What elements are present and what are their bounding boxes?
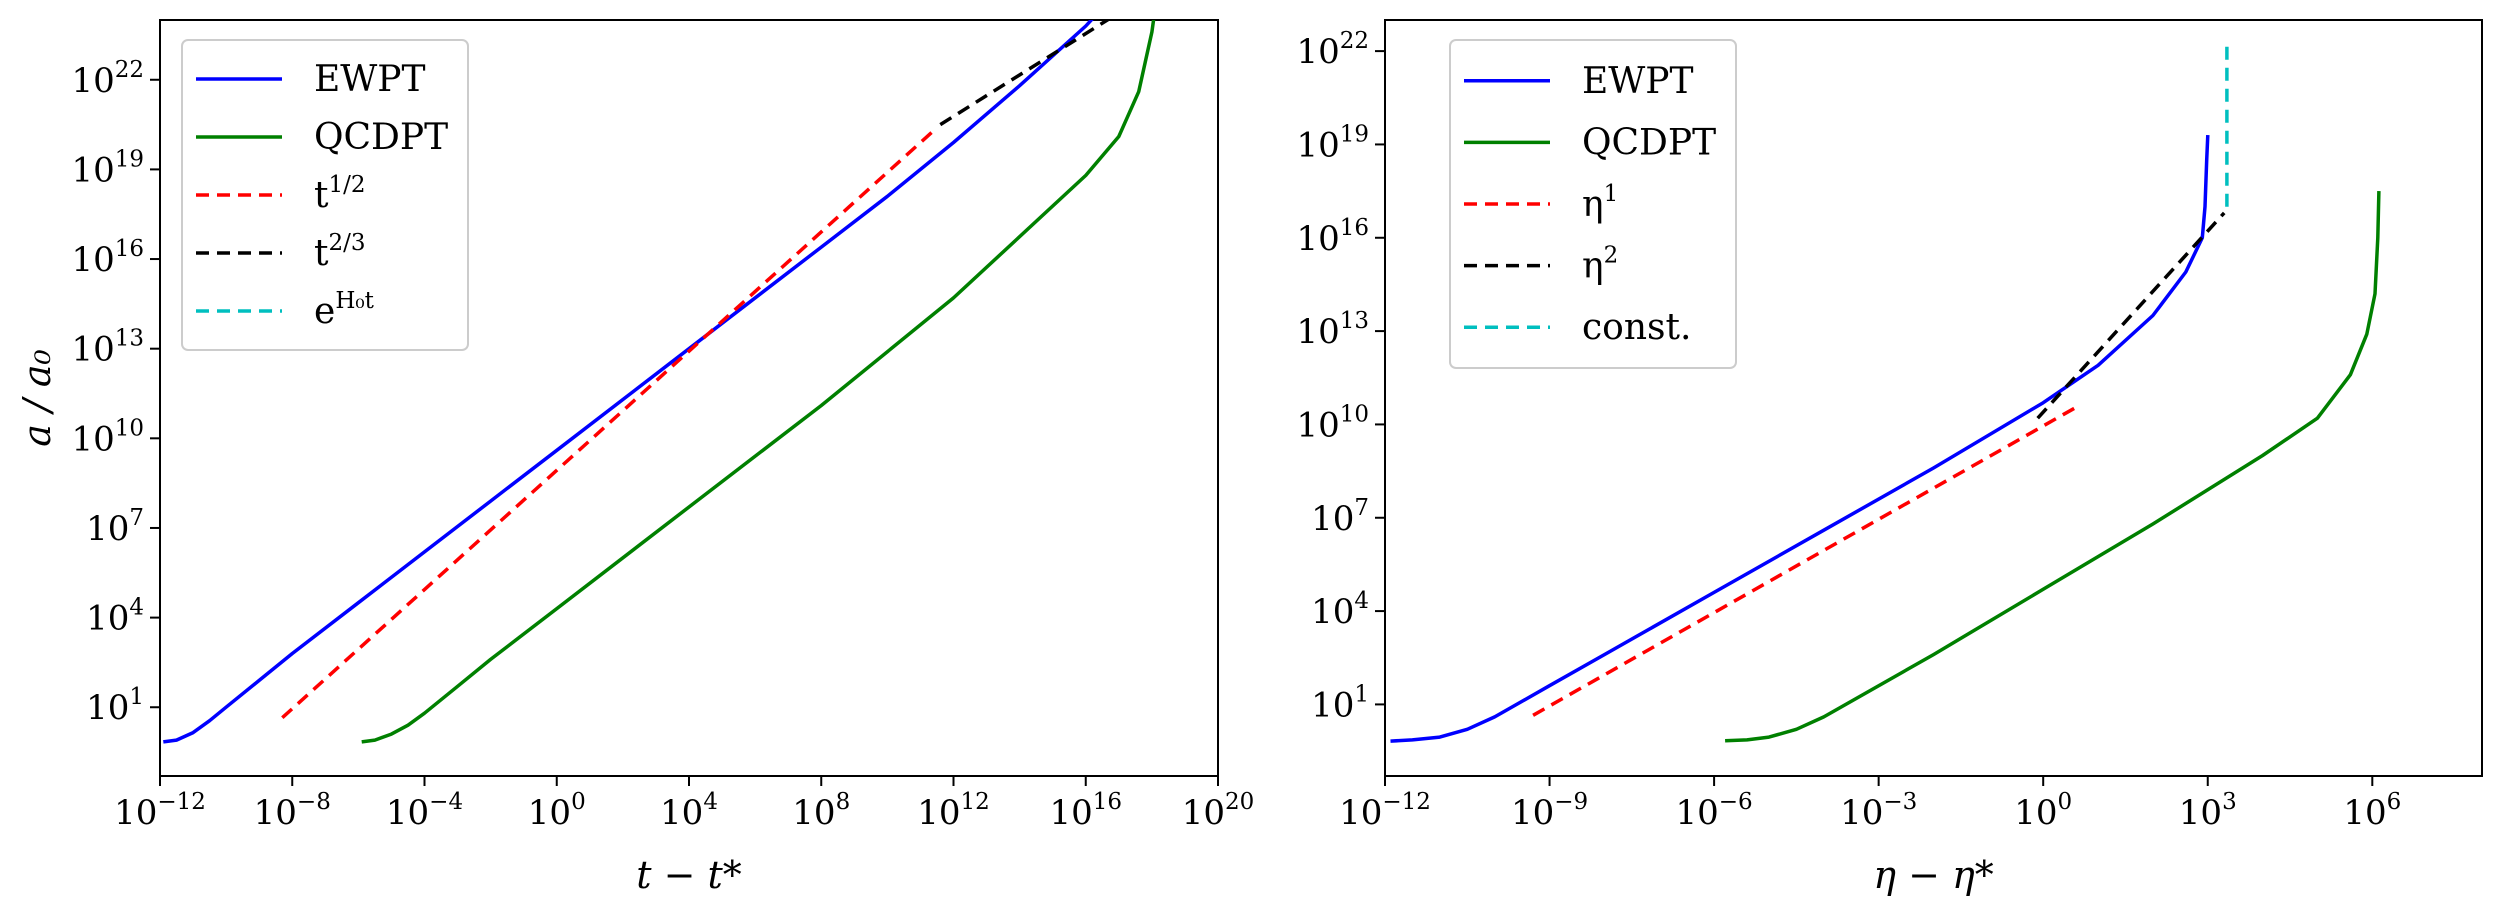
left-chart-panel: 10−12 10−8 10−4 100 104 108 1012 1016 1020 101 104… (15, 0, 1254, 897)
y-axis: 101 104 107 1010 1013 1016 1019 1022 (71, 57, 160, 728)
x-tick-label: 10−4 (386, 789, 463, 833)
series-line (1116, 0, 1181, 14)
x-tick-label: 10−3 (1840, 789, 1917, 833)
y-tick-label: 1013 (1296, 308, 1369, 352)
legend-label: η1 (1582, 181, 1618, 225)
x-tick-label: 10−8 (254, 789, 331, 833)
legend-label: eH₀t (314, 288, 375, 332)
x-tick-label: 10−9 (1511, 789, 1588, 833)
legend-label: EWPT (314, 59, 426, 100)
x-axis-label: t − t* (636, 853, 742, 897)
legend-label: QCDPT (314, 117, 448, 158)
legend-frame (181, 39, 469, 351)
x-tick-label: 103 (2179, 789, 2237, 833)
y-tick-label: 1010 (1296, 401, 1369, 445)
y-axis: 101 104 107 1010 1013 1016 1019 1022 (1296, 28, 1385, 725)
x-tick-label: 106 (2343, 789, 2401, 833)
series-line (939, 20, 1111, 127)
x-axis-label: η − η* (1873, 853, 1994, 897)
legend-label: t2/3 (314, 230, 365, 274)
y-tick-label: 101 (1311, 681, 1369, 725)
x-tick-label: 104 (660, 789, 718, 833)
x-axis: 10−12 10−9 10−6 10−3 100 103 106 (1339, 776, 2401, 833)
right-chart-panel: 10−12 10−9 10−6 10−3 100 103 10610110410710101… (1296, 19, 2483, 897)
y-tick-label: 1010 (71, 415, 144, 459)
x-tick-label: 1012 (917, 789, 990, 833)
y-tick-label: 1022 (1296, 28, 1369, 72)
series-line (1390, 135, 2210, 743)
y-tick-label: 1016 (1296, 215, 1369, 259)
x-tick-label: 108 (792, 789, 850, 833)
legend: EWPT QCDPT t1/2 t2/3 eH₀t (181, 39, 469, 351)
x-tick-label: 100 (2014, 789, 2072, 833)
legend-label: η2 (1582, 243, 1618, 287)
y-tick-label: 101 (86, 684, 144, 728)
series-line (1532, 405, 2077, 717)
y-tick-label: 1016 (71, 236, 144, 280)
x-axis: 10−12 10−8 10−4 100 104 108 1012 1016 1020 (114, 776, 1254, 833)
legend-label: const. (1582, 307, 1691, 348)
x-tick-label: 1016 (1049, 789, 1122, 833)
x-tick-label: 1020 (1182, 789, 1255, 833)
series-line (163, 20, 1094, 744)
x-tick-label: 10−6 (1676, 789, 1753, 833)
legend-frame (1449, 39, 1737, 369)
series-layer (1390, 44, 2381, 743)
y-tick-label: 1022 (71, 57, 144, 101)
x-tick-label: 100 (528, 789, 586, 833)
y-tick-label: 1013 (71, 326, 144, 370)
y-tick-label: 1019 (1296, 121, 1369, 165)
y-axis-label: a / a₀ (15, 349, 59, 447)
series-line (361, 20, 1156, 744)
series-line (2036, 211, 2226, 420)
y-tick-label: 107 (86, 505, 144, 549)
y-tick-label: 107 (1311, 495, 1369, 539)
legend-label: EWPT (1582, 61, 1694, 102)
series-line (1725, 191, 2381, 743)
legend: EWPT QCDPT η1 η2 const. (1449, 39, 1737, 369)
x-tick-label: 10−12 (114, 789, 206, 833)
y-tick-label: 104 (1311, 588, 1369, 632)
plot-area-frame (1384, 19, 2483, 777)
y-tick-label: 1019 (71, 146, 144, 190)
series-layer (163, 0, 1181, 744)
legend-label: QCDPT (1582, 122, 1716, 163)
x-tick-label: 10−12 (1339, 789, 1431, 833)
y-tick-label: 104 (86, 595, 144, 639)
legend-label: t1/2 (314, 172, 365, 216)
